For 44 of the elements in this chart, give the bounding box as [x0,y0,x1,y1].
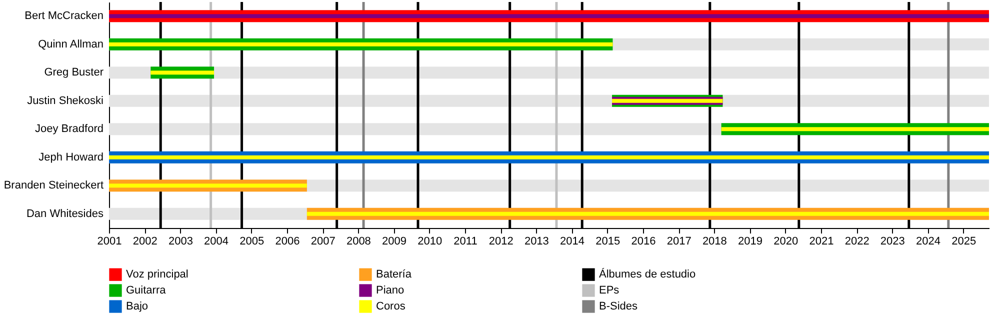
y-tick-label: Justin Shekoski [27,94,104,107]
x-tick-label: 2004 [204,236,229,248]
legend-label: Bajo [126,300,148,312]
legend-label: Guitarra [126,284,167,296]
x-tick-label: 2017 [666,236,692,248]
x-tick-label: 2002 [132,236,158,248]
x-tick-label: 2020 [774,236,798,248]
legend-label: Coros [376,300,406,312]
x-tick-label: 2021 [809,236,834,248]
x-tick-label: 2019 [738,236,763,248]
x-tick-label: 2013 [524,236,549,248]
x-tick-label: 2006 [275,236,300,248]
x-tick-label: 2007 [310,236,336,248]
y-tick-label: Quinn Allman [38,38,104,50]
x-tick-label: 2014 [560,236,585,248]
bar [109,155,989,160]
y-tick-label: Dan Whitesides [26,208,104,220]
bar [109,42,613,46]
legend-label: B-Sides [599,300,638,312]
legend-label: Piano [376,284,404,296]
y-tick-label: Joey Bradford [35,123,104,136]
x-tick-label: 2011 [454,236,478,248]
legend-label: EPs [599,284,620,296]
x-tick-label: 2005 [240,236,264,248]
x-tick-label: 2012 [488,236,514,248]
x-tick-label: 2003 [168,236,193,248]
y-tick-label: Jeph Howard [38,151,104,164]
x-tick-label: 2010 [418,236,442,248]
x-tick-label: 2025 [952,236,976,248]
x-tick-label: 2016 [631,236,656,248]
x-tick-label: 2008 [346,236,371,248]
legend-label: Voz principal [126,268,188,281]
y-tick-label: Bert McCracken [24,10,104,22]
x-tick-label: 2009 [382,236,407,248]
x-tick-label: 2023 [880,236,905,248]
x-tick-label: 2015 [596,236,620,248]
x-tick-label: 2018 [702,236,727,248]
y-tick-label: Greg Buster [44,66,104,79]
legend-label: Álbumes de estudio [599,268,696,281]
x-tick-label: 2022 [844,236,870,248]
x-tick-label: 2001 [97,236,122,248]
x-tick-label: 2024 [916,236,941,248]
y-tick-label: Branden Steineckert [4,180,104,192]
legend-label: Batería [376,268,412,281]
